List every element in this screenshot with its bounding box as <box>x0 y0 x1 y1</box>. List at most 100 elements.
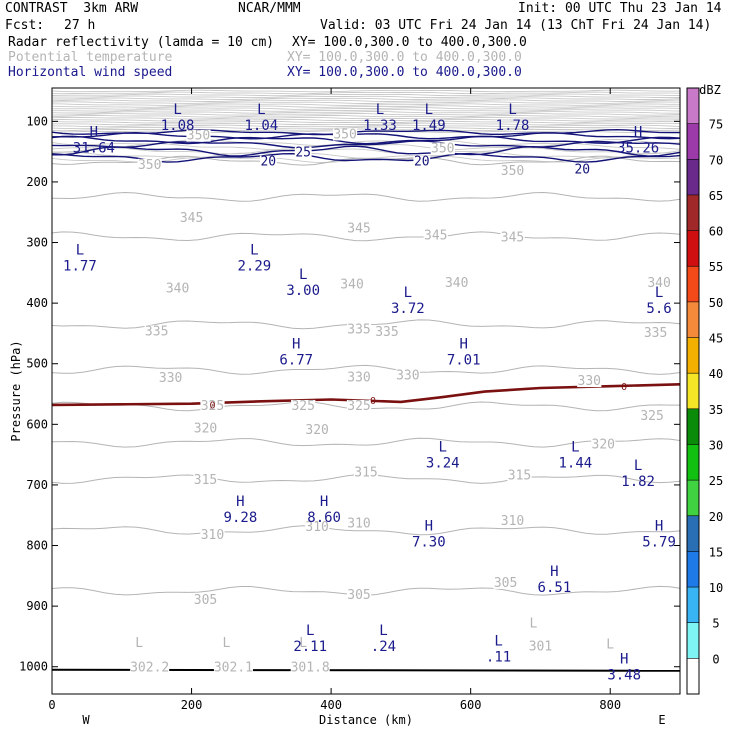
theta-label: 350 <box>138 158 161 173</box>
dbz-colorbar: 0 5 10 15 20 25 30 35 40 45 50 55 60 65 70 75 <box>686 87 723 695</box>
theta-label: 305 <box>494 576 517 591</box>
theta-label-bg <box>291 399 316 412</box>
colorbar-swatch <box>687 266 699 302</box>
wind-speed-contour <box>51 140 681 149</box>
theta-label: 320 <box>592 438 615 453</box>
upper-theta-line <box>51 118 681 122</box>
wind-extremum-symbol: H <box>320 494 328 510</box>
theta-label-bg <box>353 466 379 479</box>
upper-theta-line <box>51 89 681 93</box>
wind-extremum-symbol: H <box>550 564 558 580</box>
colorbar-level-label: 75 <box>709 118 723 132</box>
theta-label-bg <box>193 593 218 606</box>
theta-contour-310 <box>51 525 681 536</box>
theta-label-bg <box>643 327 668 340</box>
theta-label: 302.2 <box>130 661 169 676</box>
freezing-level-label: 0 <box>209 400 215 411</box>
theta-label-bg <box>577 375 602 388</box>
colorbar-swatch <box>687 658 699 694</box>
wind-extremum-symbol: L <box>404 285 412 301</box>
freezing-level-label: 0 <box>621 382 627 393</box>
y-tick-label: 500 <box>26 357 48 371</box>
colorbar-level-label: 30 <box>709 438 723 452</box>
theta-label-bg <box>165 282 190 295</box>
theta-contour-320 <box>51 437 681 448</box>
y-tick-label: 600 <box>26 417 48 431</box>
theta-label-bg <box>493 576 518 589</box>
x-tick-label: 600 <box>460 698 482 712</box>
west-endpoint-label: W <box>82 713 90 727</box>
wind-speed-contour <box>51 128 680 136</box>
wind-extremum-symbol: L <box>173 102 181 118</box>
freezing-level-line <box>51 383 681 407</box>
wind-extremum-value: 3.72 <box>391 301 425 317</box>
theta-label: 310 <box>501 514 524 529</box>
theta-label: 335 <box>145 324 168 339</box>
theta-label-bg <box>193 422 218 435</box>
colorbar-level-label: 60 <box>709 225 723 239</box>
upper-theta-line <box>52 122 681 126</box>
wind-extremum-value: 2.11 <box>293 639 327 655</box>
colorbar-swatch <box>687 551 699 588</box>
colorbar-level-label: 50 <box>709 296 723 310</box>
upper-theta-line <box>51 124 681 128</box>
wind-extremum-value: 6.77 <box>279 353 313 369</box>
theta-label: 345 <box>424 229 447 244</box>
theta-label-bg <box>500 231 525 244</box>
theta-label: 320 <box>194 421 217 436</box>
wind-speed-contour <box>51 131 681 140</box>
theta-min-symbol: L <box>299 636 307 651</box>
wind-extremum-value: 1.78 <box>496 118 530 134</box>
theta-label: 320 <box>305 423 328 438</box>
wind-extremum-symbol: L <box>425 102 433 118</box>
theta-label: 315 <box>194 473 217 488</box>
wind-speed-contour <box>51 135 681 145</box>
theta-label: 340 <box>647 276 670 291</box>
wind-contour-label-bg <box>573 163 591 176</box>
upper-theta-line <box>52 109 681 112</box>
wind-extremum-value: 1.82 <box>621 474 655 490</box>
colorbar-swatch <box>687 88 699 124</box>
wind-contour-label-bg <box>413 155 431 168</box>
theta-label: 350 <box>501 164 524 179</box>
wind-extremum-symbol: L <box>306 623 314 639</box>
field-name-wind: Horizontal wind speed <box>8 65 173 80</box>
theta-label-bg <box>346 589 372 602</box>
theta-contour-330 <box>51 364 681 375</box>
colorbar-swatch <box>687 159 699 195</box>
theta-label-bg <box>591 438 616 451</box>
x-tick-label: 800 <box>599 698 621 712</box>
theta-contour-340 <box>51 231 681 242</box>
theta-label-bg <box>646 276 672 289</box>
x-axis-label: Distance (km) <box>319 713 413 727</box>
colorbar-swatch <box>687 337 699 374</box>
forecast-hour: 27 h <box>64 18 96 33</box>
upper-theta-line <box>51 91 681 95</box>
colorbar-level-label: 25 <box>709 474 723 488</box>
wind-extremum-value: 6.51 <box>538 580 572 596</box>
theta-label: 350 <box>187 129 210 144</box>
wind-extremum-value: .11 <box>486 650 511 666</box>
theta-contours <box>51 155 681 596</box>
theta-label: 335 <box>347 323 370 338</box>
upper-theta-line <box>51 114 681 118</box>
theta-min-symbol: L <box>135 636 143 651</box>
y-tick-label: 400 <box>26 296 48 310</box>
upper-theta-line <box>51 111 680 114</box>
theta-label-bg <box>346 371 372 384</box>
wind-extremum-value: 1.33 <box>363 118 397 134</box>
x-tick-label: 0 <box>48 698 55 712</box>
wind-extremum-value: 7.30 <box>412 534 446 550</box>
plot-frame <box>51 87 681 695</box>
wind-contour-label: 20 <box>574 163 590 178</box>
wind-extremum-symbol: H <box>425 518 433 534</box>
colorbar-level-label: 10 <box>709 581 723 595</box>
colorbar-frame <box>686 87 700 695</box>
theta-label-bg <box>346 222 372 235</box>
upper-theta-line <box>51 103 680 106</box>
wind-extremum-symbol: L <box>299 267 307 283</box>
theta-label: 345 <box>180 211 203 226</box>
init-time: Init: 00 UTC Thu 23 Jan 14 <box>518 1 722 16</box>
wind-extremum-value: 31.64 <box>73 140 115 156</box>
colorbar-swatch <box>687 301 699 338</box>
